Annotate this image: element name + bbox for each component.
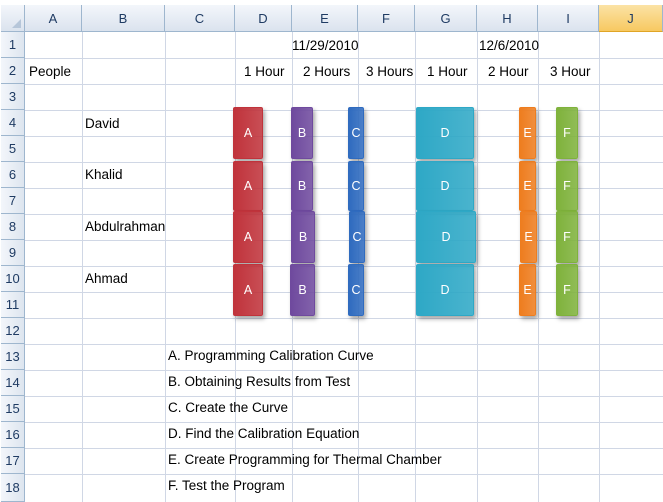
task-d-shape-khalid[interactable]: D [416, 161, 474, 211]
task-b-shape-david[interactable]: B [291, 107, 313, 159]
gridline-horizontal [25, 396, 663, 397]
gridline-horizontal [25, 136, 663, 137]
gridline-horizontal [25, 162, 663, 163]
gridline-horizontal [25, 422, 663, 423]
legend-cell-d[interactable]: D. Find the Calibration Equation [168, 426, 360, 441]
hour-cell-i2[interactable]: 3 Hour [550, 64, 591, 79]
task-e-shape-david[interactable]: E [519, 107, 536, 159]
gridline-horizontal [25, 84, 663, 85]
column-header-c[interactable]: C [165, 5, 235, 32]
task-e-shape-ahmad[interactable]: E [519, 264, 536, 316]
gridline-vertical [82, 32, 83, 502]
column-header-g[interactable]: G [415, 5, 477, 32]
task-f-shape-ahmad[interactable]: F [556, 264, 578, 316]
hour-cell-f2[interactable]: 3 Hours [366, 64, 414, 79]
row-header-3[interactable]: 3 [1, 84, 25, 110]
gridline-vertical [477, 32, 478, 502]
row-header-18[interactable]: 18 [1, 474, 25, 502]
column-header-f[interactable]: F [358, 5, 415, 32]
task-b-shape-khalid[interactable]: B [291, 161, 313, 211]
gridline-horizontal [25, 266, 663, 267]
task-a-shape-abdulrahman[interactable]: A [233, 211, 263, 263]
date-cell-2[interactable]: 12/6/2010 [479, 38, 540, 53]
column-header-i[interactable]: I [538, 5, 599, 32]
row-header-4[interactable]: 4 [1, 110, 25, 136]
hour-cell-e2[interactable]: 2 Hours [303, 64, 351, 79]
gridline-horizontal [25, 214, 663, 215]
person-cell-ahmad[interactable]: Ahmad [85, 271, 128, 286]
gridline-horizontal [25, 58, 663, 59]
gridline-horizontal [25, 448, 663, 449]
task-d-shape-david[interactable]: D [416, 107, 474, 159]
task-c-shape-david[interactable]: C [348, 107, 364, 159]
row-header-2[interactable]: 2 [1, 58, 25, 84]
column-header-e[interactable]: E [292, 5, 358, 32]
task-a-shape-ahmad[interactable]: A [233, 264, 263, 316]
task-a-shape-khalid[interactable]: A [233, 161, 263, 211]
task-f-shape-david[interactable]: F [556, 107, 578, 159]
gridline-horizontal [25, 318, 663, 319]
row-header-13[interactable]: 13 [1, 344, 25, 370]
gridline-vertical [165, 32, 166, 502]
task-c-shape-khalid[interactable]: C [348, 161, 364, 211]
gridline-horizontal [25, 110, 663, 111]
task-f-shape-abdulrahman[interactable]: F [556, 211, 578, 263]
row-header-17[interactable]: 17 [1, 448, 25, 474]
gridline-horizontal [25, 370, 663, 371]
task-a-shape-david[interactable]: A [233, 107, 263, 159]
column-header-h[interactable]: H [477, 5, 538, 32]
gridline-horizontal [25, 188, 663, 189]
task-e-shape-khalid[interactable]: E [519, 161, 536, 211]
column-header-a[interactable]: A [25, 5, 82, 32]
person-cell-david[interactable]: David [85, 116, 120, 131]
select-all-corner[interactable] [1, 5, 25, 32]
column-header-j[interactable]: J [599, 5, 663, 32]
gridline-horizontal [25, 474, 663, 475]
task-d-shape-abdulrahman[interactable]: D [416, 211, 476, 263]
hour-cell-g2[interactable]: 1 Hour [427, 64, 468, 79]
row-header-14[interactable]: 14 [1, 370, 25, 396]
legend-cell-a[interactable]: A. Programming Calibration Curve [168, 348, 374, 363]
hour-cell-d2[interactable]: 1 Hour [244, 64, 285, 79]
gridline-vertical [538, 32, 539, 502]
legend-cell-b[interactable]: B. Obtaining Results from Test [168, 374, 351, 389]
column-header-d[interactable]: D [235, 5, 292, 32]
row-header-10[interactable]: 10 [1, 266, 25, 292]
row-header-1[interactable]: 1 [1, 32, 25, 58]
row-header-6[interactable]: 6 [1, 162, 25, 188]
row-header-16[interactable]: 16 [1, 422, 25, 448]
row-header-12[interactable]: 12 [1, 318, 25, 344]
person-cell-abdulrahman[interactable]: Abdulrahman [85, 219, 166, 234]
row-header-5[interactable]: 5 [1, 136, 25, 162]
gridline-horizontal [25, 292, 663, 293]
task-b-shape-abdulrahman[interactable]: B [291, 211, 315, 263]
gridline-vertical [599, 32, 600, 502]
row-header-11[interactable]: 11 [1, 292, 25, 318]
person-cell-khalid[interactable]: Khalid [85, 167, 123, 182]
task-e-shape-abdulrahman[interactable]: E [520, 211, 537, 263]
row-header-9[interactable]: 9 [1, 240, 25, 266]
row-header-15[interactable]: 15 [1, 396, 25, 422]
legend-cell-f[interactable]: F. Test the Program [168, 478, 285, 493]
task-c-shape-abdulrahman[interactable]: C [349, 211, 365, 263]
legend-cell-e[interactable]: E. Create Programming for Thermal Chambe… [168, 452, 442, 467]
hour-cell-h2[interactable]: 2 Hour [488, 64, 529, 79]
task-c-shape-ahmad[interactable]: C [348, 264, 364, 316]
gridline-horizontal [25, 344, 663, 345]
gridline-horizontal [25, 240, 663, 241]
column-header-b[interactable]: B [82, 5, 165, 32]
row-header-7[interactable]: 7 [1, 188, 25, 214]
legend-cell-c[interactable]: C. Create the Curve [168, 400, 289, 415]
task-d-shape-ahmad[interactable]: D [416, 264, 474, 316]
task-f-shape-khalid[interactable]: F [556, 161, 578, 211]
task-b-shape-ahmad[interactable]: B [290, 264, 315, 316]
people-header-cell[interactable]: People [29, 64, 72, 79]
gridline-vertical [415, 32, 416, 502]
row-header-8[interactable]: 8 [1, 214, 25, 240]
date-cell-1[interactable]: 11/29/2010 [292, 38, 359, 53]
